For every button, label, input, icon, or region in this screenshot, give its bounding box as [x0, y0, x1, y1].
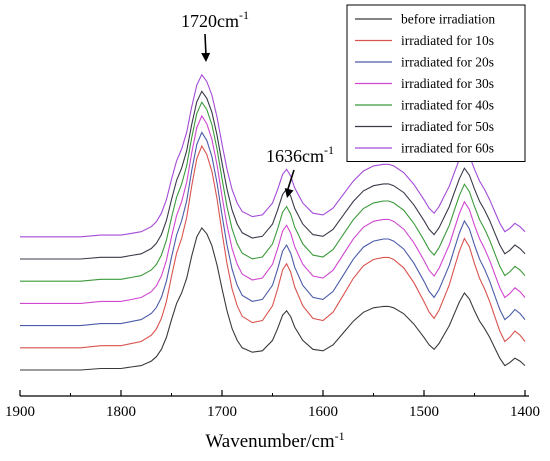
legend-entry-0: before irradiation	[401, 12, 495, 27]
legend-entry-1: irradiated for 10s	[401, 33, 494, 48]
series-line-4	[20, 101, 526, 282]
legend-entry-4: irradiated for 40s	[401, 98, 494, 113]
legend-entry-3: irradiated for 30s	[401, 76, 494, 91]
x-tick-label-0: 1900	[5, 404, 35, 420]
annotations: 1720cm-1 1636cm-1	[181, 8, 334, 198]
annotation-arrow-head-1	[284, 188, 294, 198]
x-axis: 1900 1800 1700 1600 1500 1400	[5, 390, 540, 420]
annotation-label-1: 1636cm-1	[266, 143, 334, 166]
annotation-arrow-shaft-0	[204, 33, 207, 57]
x-tick-label-4: 1500	[409, 404, 439, 420]
annotation-arrow-shaft-1	[286, 169, 295, 193]
x-tick-label-1: 1800	[106, 404, 136, 420]
x-axis-label: Wavenumber/cm-1	[205, 429, 344, 452]
series-line-1	[20, 144, 526, 349]
x-tick-label-2: 1700	[207, 404, 237, 420]
annotation-arrow-head-0	[201, 52, 211, 62]
series-line-3	[20, 114, 526, 304]
series-line-2	[20, 131, 526, 327]
series-layer	[20, 73, 526, 371]
x-tick-label-3: 1600	[308, 404, 338, 420]
series-line-0	[20, 226, 526, 371]
series-line-5	[20, 90, 526, 260]
legend-entry-5: irradiated for 50s	[401, 119, 494, 134]
legend-entry-6: irradiated for 60s	[401, 141, 494, 156]
annotation-label-0: 1720cm-1	[181, 8, 249, 31]
x-tick-label-5: 1400	[510, 404, 540, 420]
legend: before irradiation irradiated for 10s irra…	[346, 4, 526, 162]
legend-entry-2: irradiated for 20s	[401, 55, 494, 70]
